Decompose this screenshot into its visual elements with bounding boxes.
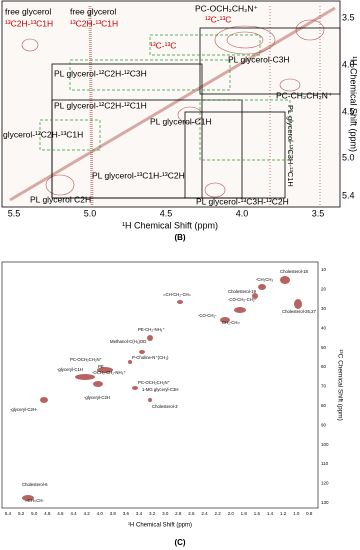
x-tick-label: 3.2	[149, 511, 156, 516]
x-tick-label: 1.4	[267, 511, 274, 516]
x-tick-label: 5.0	[84, 208, 97, 218]
x-tick-label: 5.2	[18, 511, 25, 516]
y-tick-label: 110	[321, 461, 329, 466]
y-tick-label: 70	[321, 384, 327, 389]
y-tick-label: 5.0	[342, 152, 355, 162]
peak-annotation: ¹³C2H-¹³C1H	[70, 18, 118, 28]
x-tick-label: 1.0	[293, 511, 300, 516]
x-tick-label: 4.4	[70, 511, 77, 516]
peak-annotation: PL glycerol-¹³C1H-¹³C2H	[92, 170, 185, 180]
peak-annotation: Cholesterol-18	[280, 269, 309, 274]
peak-annotation: Methanol-C(H₃)OD	[110, 339, 146, 344]
x-tick-label: 2.6	[188, 511, 195, 516]
x-tick-label: 5.4	[5, 511, 12, 516]
y-tick-label: 90	[321, 422, 327, 427]
peak-annotation: PC-CH₂CH₂N⁺	[276, 90, 333, 100]
x-tick-label: 2.2	[214, 511, 221, 516]
peak-annotation: PL glycerol C2H	[30, 194, 91, 204]
x-tick-label: 1.8	[241, 511, 248, 516]
x-tick-label: 3.8	[110, 511, 117, 516]
peak-annotation: -glyceryl-C1H	[57, 367, 83, 372]
y-tick-label: 10	[321, 267, 327, 272]
peak-annotation: PL glycerol-C1H	[150, 116, 212, 126]
y-tick-label: 4.0	[342, 59, 355, 69]
peak-annotation: free glycerol	[70, 6, 116, 16]
peak-annotation: glycerol-¹²C2H-¹³C1H	[3, 129, 83, 139]
y-tick-label: 5.4	[342, 190, 355, 200]
x-tick-label: 3.4	[136, 511, 143, 516]
x-tick-label: 1.2	[280, 511, 287, 516]
peak-annotation: P-Choline-N⁺(CH₃)	[132, 355, 169, 360]
peak-annotation: -OCH₂-CH₂-NH₃⁺	[92, 370, 126, 375]
x-axis-title: ¹H Chemical Shift (ppm)	[122, 220, 218, 230]
y-tick-label: 4.5	[342, 106, 355, 116]
peak-annotation: ¹³C-¹³C	[150, 40, 176, 50]
peak-annotation: -CO-CH₂-CH₂-	[228, 297, 256, 302]
x-tick-label: 4.6	[57, 511, 64, 516]
x-tick-label: 5.0	[31, 511, 38, 516]
peak-annotation: PL glycerol-¹³C3H-¹³C2H	[196, 196, 289, 206]
x-tick-label: 2.0	[228, 511, 235, 516]
peak-annotation: PL glycerol-¹²C2H-¹²C1H	[54, 100, 147, 110]
peak-annotation: PC-OCH₂CH₂N⁺	[70, 357, 102, 362]
y-tick-label: 40	[321, 325, 327, 330]
x-tick-label: 1.6	[254, 511, 261, 516]
x-tick-label: 3.6	[123, 511, 130, 516]
x-tick-label: 2.4	[201, 511, 208, 516]
panel-label: (B)	[174, 233, 185, 242]
x-tick-label: 4.0	[236, 208, 249, 218]
peak-annotation: PL glycerol-¹³C3H-¹³C1H	[286, 105, 295, 187]
peak-annotation: ¹²C-¹³C	[205, 14, 231, 24]
x-tick-label: 4.8	[44, 511, 51, 516]
peak-annotation: 1-MG glyceryl-C3H	[142, 387, 179, 392]
x-tick-label: 3.0	[162, 511, 169, 516]
peak-annotation: -glyceryl-C2H-	[10, 407, 38, 412]
peak-annotation: -glyceryl-C2H	[84, 395, 110, 400]
peak-annotation: PC-OCH₂CH₂N⁺	[195, 3, 259, 13]
y-tick-label: 120	[321, 481, 329, 486]
y-tick-label: 50	[321, 345, 327, 350]
y-tick-label: 60	[321, 364, 327, 369]
peak-annotation: PL glycerol-¹²C2H-¹²C3H	[54, 68, 147, 78]
y-axis-title: ¹³C Chemical Shift (ppm)	[336, 349, 343, 421]
peak-annotation: =CH=CH-	[25, 498, 44, 503]
y-tick-label: 130	[321, 500, 329, 505]
peak-annotation: -CO-CH₂-	[198, 313, 217, 318]
y-tick-label: 3.5	[342, 12, 355, 22]
peak-annotation: ¹³C2H-¹³C1H	[5, 18, 53, 28]
peak-annotation: -CH₂CH₃	[256, 277, 274, 282]
x-axis-title: ¹H Chemical Shift (ppm)	[128, 523, 192, 529]
peak-annotation: PC-OCH₂CH₂N⁺	[138, 380, 170, 385]
panel-b-spectrum	[1, 0, 341, 208]
panel-c-spectrum	[1, 261, 319, 509]
x-tick-label: 3.5	[312, 208, 325, 218]
panel-label: (C)	[174, 538, 185, 547]
y-tick-label: 20	[321, 287, 327, 292]
y-tick-label: 100	[321, 442, 329, 447]
x-tick-label: 0.8	[306, 511, 313, 516]
x-tick-label: 4.2	[83, 511, 90, 516]
peak-annotation: CH₂-CH=	[222, 320, 241, 325]
peak-annotation: Cholesterol-19	[228, 289, 257, 294]
x-tick-label: 5.5	[8, 208, 21, 218]
peak-annotation: PE	[98, 364, 104, 369]
peak-annotation: free glycerol	[5, 6, 51, 16]
y-tick-label: 80	[321, 403, 327, 408]
peak-annotation: PL glycerol-C3H	[228, 54, 290, 64]
peak-annotation: Cholesterol-26,27	[282, 309, 317, 314]
x-tick-label: 2.8	[175, 511, 182, 516]
y-axis-title: ¹H Chemical Shift (ppm)	[349, 56, 359, 152]
x-tick-label: 4.0	[97, 511, 104, 516]
peak-annotation: Cholesterol-3	[152, 404, 178, 409]
peak-annotation: Cholesterol-6	[22, 482, 48, 487]
y-tick-label: 30	[321, 306, 327, 311]
x-tick-label: 4.5	[160, 208, 173, 218]
peak-annotation: =CH-CH₂-CH=	[163, 292, 192, 297]
peak-annotation: PE-CH₂-NH₃⁺	[138, 327, 165, 332]
